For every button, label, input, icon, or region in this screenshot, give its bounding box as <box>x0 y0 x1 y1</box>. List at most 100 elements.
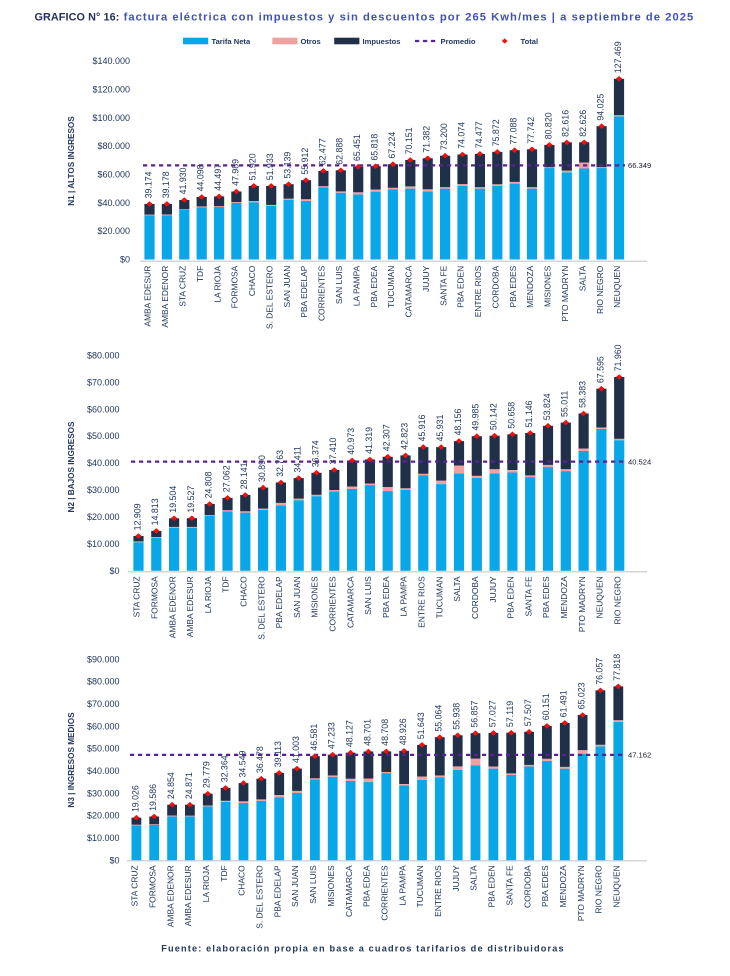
svg-text:46.581: 46.581 <box>309 724 319 751</box>
svg-text:34.411: 34.411 <box>293 446 303 472</box>
svg-text:$80.000: $80.000 <box>87 350 120 360</box>
svg-text:47.162: 47.162 <box>628 751 651 760</box>
svg-text:28.141: 28.141 <box>239 462 249 489</box>
svg-text:51.933: 51.933 <box>265 153 275 180</box>
svg-text:39.178: 39.178 <box>161 171 171 198</box>
svg-text:55.938: 55.938 <box>452 703 462 730</box>
svg-text:$50.000: $50.000 <box>87 744 120 754</box>
svg-text:65.023: 65.023 <box>577 682 587 709</box>
svg-text:SAN LUIS: SAN LUIS <box>363 576 373 615</box>
svg-text:40.524: 40.524 <box>628 457 651 466</box>
svg-text:Impuestos: Impuestos <box>363 37 401 46</box>
svg-text:FORMOSA: FORMOSA <box>230 265 240 308</box>
svg-text:19.504: 19.504 <box>168 486 178 513</box>
svg-text:82.616: 82.616 <box>561 110 571 137</box>
svg-text:PBA EDELAP: PBA EDELAP <box>274 576 284 628</box>
svg-text:41.319: 41.319 <box>364 427 374 454</box>
svg-text:PBA EDEA: PBA EDEA <box>381 576 391 618</box>
svg-text:32.763: 32.763 <box>275 450 285 477</box>
svg-text:$30.000: $30.000 <box>87 788 120 798</box>
svg-text:62.477: 62.477 <box>317 138 327 165</box>
svg-text:36.374: 36.374 <box>310 440 320 467</box>
svg-text:19.586: 19.586 <box>148 784 158 811</box>
svg-text:$40.000: $40.000 <box>97 198 130 208</box>
svg-text:47.989: 47.989 <box>230 159 240 186</box>
svg-text:48.701: 48.701 <box>362 719 372 746</box>
svg-text:AMBA EDESUR: AMBA EDESUR <box>183 865 193 926</box>
svg-text:TDF: TDF <box>195 266 205 282</box>
svg-text:41.003: 41.003 <box>291 736 301 763</box>
svg-text:67.224: 67.224 <box>387 132 397 159</box>
svg-text:24.871: 24.871 <box>184 772 194 799</box>
svg-text:ENTRE RIOS: ENTRE RIOS <box>473 265 483 317</box>
svg-text:45.931: 45.931 <box>435 414 445 441</box>
svg-text:STA CRUZ: STA CRUZ <box>130 865 140 906</box>
svg-text:24.854: 24.854 <box>166 772 176 799</box>
svg-text:TDF: TDF <box>219 865 229 881</box>
svg-text:94.025: 94.025 <box>596 94 606 121</box>
svg-text:80.820: 80.820 <box>543 112 553 139</box>
svg-text:CATAMARCA: CATAMARCA <box>344 865 354 917</box>
svg-text:53.824: 53.824 <box>542 393 552 420</box>
svg-text:$80.000: $80.000 <box>87 677 120 687</box>
svg-text:12.909: 12.909 <box>132 503 142 530</box>
svg-text:PBA EDEA: PBA EDEA <box>369 265 379 307</box>
svg-text:$60.000: $60.000 <box>87 721 120 731</box>
svg-text:LA PAMPA: LA PAMPA <box>397 865 407 906</box>
svg-text:AMBA EDESUR: AMBA EDESUR <box>185 576 195 637</box>
svg-text:48.926: 48.926 <box>398 718 408 745</box>
svg-text:14.813: 14.813 <box>150 498 160 525</box>
svg-text:JUJUY: JUJUY <box>488 576 498 603</box>
svg-text:LA PAMPA: LA PAMPA <box>351 265 361 306</box>
svg-text:$0: $0 <box>120 255 130 265</box>
svg-text:66.349: 66.349 <box>628 161 651 170</box>
svg-text:PTO MADRYN: PTO MADRYN <box>576 865 586 921</box>
svg-text:TUCUMAN: TUCUMAN <box>386 266 396 308</box>
svg-text:$10.000: $10.000 <box>87 539 120 549</box>
svg-text:GRAFICO N° 16: factura eléctri: GRAFICO N° 16: factura eléctrica con imp… <box>35 12 695 24</box>
svg-text:$70.000: $70.000 <box>87 377 120 387</box>
svg-text:AMBA EDENOR: AMBA EDENOR <box>165 865 175 927</box>
svg-text:SAN LUIS: SAN LUIS <box>334 265 344 304</box>
svg-text:SAN LUIS: SAN LUIS <box>308 865 318 904</box>
svg-text:Tarifa Neta: Tarifa Neta <box>212 37 251 46</box>
svg-text:51.920: 51.920 <box>248 153 258 180</box>
svg-text:19.026: 19.026 <box>130 785 140 812</box>
svg-text:N2 | BAJOS INGRESOS: N2 | BAJOS INGRESOS <box>67 421 76 513</box>
svg-text:76.057: 76.057 <box>594 658 604 685</box>
svg-text:PBA EDELAP: PBA EDELAP <box>272 865 282 917</box>
svg-text:AMBA EDESUR: AMBA EDESUR <box>143 266 153 327</box>
svg-text:41.930: 41.930 <box>178 167 188 194</box>
svg-text:48.127: 48.127 <box>345 720 355 747</box>
svg-text:50.142: 50.142 <box>489 403 499 430</box>
svg-text:127.469: 127.469 <box>613 41 623 73</box>
svg-text:19.527: 19.527 <box>186 486 196 513</box>
svg-text:32.364: 32.364 <box>220 755 230 782</box>
svg-text:FORMOSA: FORMOSA <box>150 576 160 619</box>
svg-text:$0: $0 <box>109 855 119 865</box>
svg-text:N3 | INGRESOS MEDIOS: N3 | INGRESOS MEDIOS <box>67 712 76 808</box>
svg-text:CORDOBA: CORDOBA <box>470 576 480 619</box>
svg-text:44.098: 44.098 <box>196 164 206 191</box>
svg-text:CORRIENTES: CORRIENTES <box>317 265 327 321</box>
svg-text:MISIONES: MISIONES <box>310 576 320 618</box>
svg-text:PBA EDES: PBA EDES <box>541 576 551 618</box>
svg-text:57.119: 57.119 <box>505 701 515 727</box>
svg-text:S. DEL ESTERO: S. DEL ESTERO <box>264 265 274 329</box>
svg-text:39.174: 39.174 <box>143 171 153 198</box>
svg-text:PBA EDELAP: PBA EDELAP <box>299 265 309 317</box>
svg-text:LA RIOJA: LA RIOJA <box>203 576 213 613</box>
svg-text:$70.000: $70.000 <box>87 699 120 709</box>
svg-text:MISIONES: MISIONES <box>326 865 336 907</box>
svg-text:48.708: 48.708 <box>380 719 390 746</box>
svg-text:CHACO: CHACO <box>237 865 247 896</box>
svg-text:51.643: 51.643 <box>416 712 426 739</box>
svg-text:45.916: 45.916 <box>417 414 427 441</box>
svg-text:70.151: 70.151 <box>404 127 414 154</box>
svg-text:CATAMARCA: CATAMARCA <box>404 265 414 317</box>
svg-text:44.497: 44.497 <box>213 164 223 191</box>
svg-text:$50.000: $50.000 <box>87 431 120 441</box>
svg-text:STA CRUZ: STA CRUZ <box>178 266 188 307</box>
svg-text:PBA EDEN: PBA EDEN <box>456 266 466 308</box>
svg-text:SAN JUAN: SAN JUAN <box>292 576 302 618</box>
